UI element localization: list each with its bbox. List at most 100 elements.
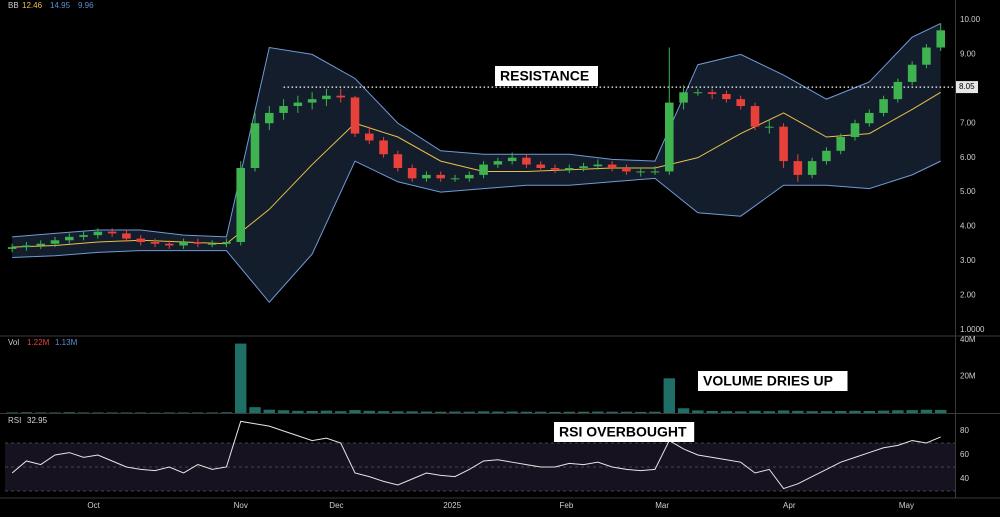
candle-body [265, 112, 274, 124]
volume-bar [920, 409, 933, 413]
candle-body [836, 137, 845, 151]
annotation: RSI OVERBOUGHT [559, 424, 687, 440]
volume-bar [677, 408, 690, 413]
volume-bar [706, 410, 718, 413]
candle-body [236, 168, 245, 243]
volume-bar [806, 411, 818, 413]
candle-body [36, 243, 45, 246]
legend-value: 12.46 [22, 1, 43, 10]
candle-body [336, 95, 345, 98]
volume-bar [349, 410, 361, 413]
volume-bar [392, 411, 404, 413]
candle-body [707, 92, 717, 94]
rsi-line [11, 420, 941, 490]
volume-bar [249, 407, 261, 413]
volume-bar [377, 411, 390, 413]
candle-body [865, 112, 874, 124]
volume-bar [720, 411, 733, 413]
y-tick-label: 4.00 [960, 222, 976, 231]
candle-body [765, 126, 774, 128]
annotation-box [495, 66, 598, 86]
candle-body [450, 178, 460, 180]
volume-bar [306, 410, 318, 413]
y-tick-label: 7.00 [960, 118, 976, 127]
candle-body [465, 174, 474, 179]
volume-bar [763, 411, 775, 413]
annotation-box [698, 371, 848, 391]
y-tick-label: 6.00 [960, 153, 976, 162]
volume-bar [63, 412, 75, 413]
volume-bar [420, 411, 433, 413]
y-tick-label: 9.00 [960, 50, 976, 59]
candle-body [407, 168, 417, 179]
x-tick-label: May [899, 501, 914, 510]
volume-bar [506, 411, 518, 413]
candle-body [693, 92, 703, 94]
y-tick-label: 40M [960, 335, 976, 344]
volume-bar [149, 412, 161, 414]
x-tick-label: Apr [783, 501, 796, 510]
candle-body [679, 92, 688, 103]
volume-bar [177, 412, 190, 413]
candle-body [536, 164, 545, 168]
candle-body [79, 235, 88, 237]
candle-body [579, 166, 588, 168]
legend-label: RSI [8, 416, 21, 425]
candle-body [193, 242, 203, 244]
candle-body [479, 164, 488, 175]
volume-bar [877, 410, 890, 413]
legend-label: Vol [8, 338, 19, 347]
volume-bar [106, 412, 118, 413]
volume-bar [35, 412, 47, 413]
candle-body [665, 102, 674, 172]
y-tick-label: 5.00 [960, 187, 976, 196]
candle-body [807, 161, 817, 175]
volume-bar [835, 410, 847, 413]
candle-body [22, 245, 31, 248]
volume-bar [649, 411, 661, 413]
y-tick-label: 1.0000 [960, 325, 985, 334]
volume-bar [406, 411, 418, 413]
candle-body [779, 126, 788, 162]
y-tick-label: 60 [960, 450, 969, 459]
volume-bar [449, 411, 461, 413]
legend-value: 9.96 [78, 1, 94, 10]
volume-bar [492, 411, 504, 413]
volume-bar [663, 378, 675, 413]
volume-bar [363, 410, 375, 413]
volume-bar [535, 411, 547, 413]
candle-body [150, 242, 160, 244]
x-tick-label: Mar [655, 501, 669, 510]
candle-body [736, 99, 745, 107]
volume-bar [463, 411, 475, 413]
volume-bar [277, 410, 290, 413]
candle-body [522, 157, 531, 165]
candle-body [393, 154, 403, 168]
candle-body [7, 247, 17, 249]
candle-body [936, 30, 945, 48]
candle-body [222, 242, 231, 244]
volume-bar [435, 411, 447, 413]
volume-bar [292, 410, 304, 413]
candle-body [136, 238, 145, 243]
candle-body [907, 64, 917, 82]
legend-label: BB [8, 1, 19, 10]
price-label: 8.05 [959, 82, 975, 91]
volume-bar [577, 411, 590, 413]
candle-body [793, 161, 803, 175]
x-tick-label: 2025 [443, 501, 461, 510]
volume-bar [477, 411, 490, 413]
candle-body [436, 174, 445, 179]
volume-bar [820, 411, 833, 413]
volume-bar [220, 412, 233, 413]
candle-body [250, 123, 260, 168]
y-tick-label: 20M [960, 372, 976, 381]
candle-body [822, 150, 831, 162]
volume-bar [235, 343, 247, 413]
price-label-box [956, 81, 978, 94]
candle-body [107, 231, 117, 234]
volume-bar [749, 410, 761, 413]
legend-value: 14.95 [50, 1, 71, 10]
candle-body [122, 233, 131, 239]
